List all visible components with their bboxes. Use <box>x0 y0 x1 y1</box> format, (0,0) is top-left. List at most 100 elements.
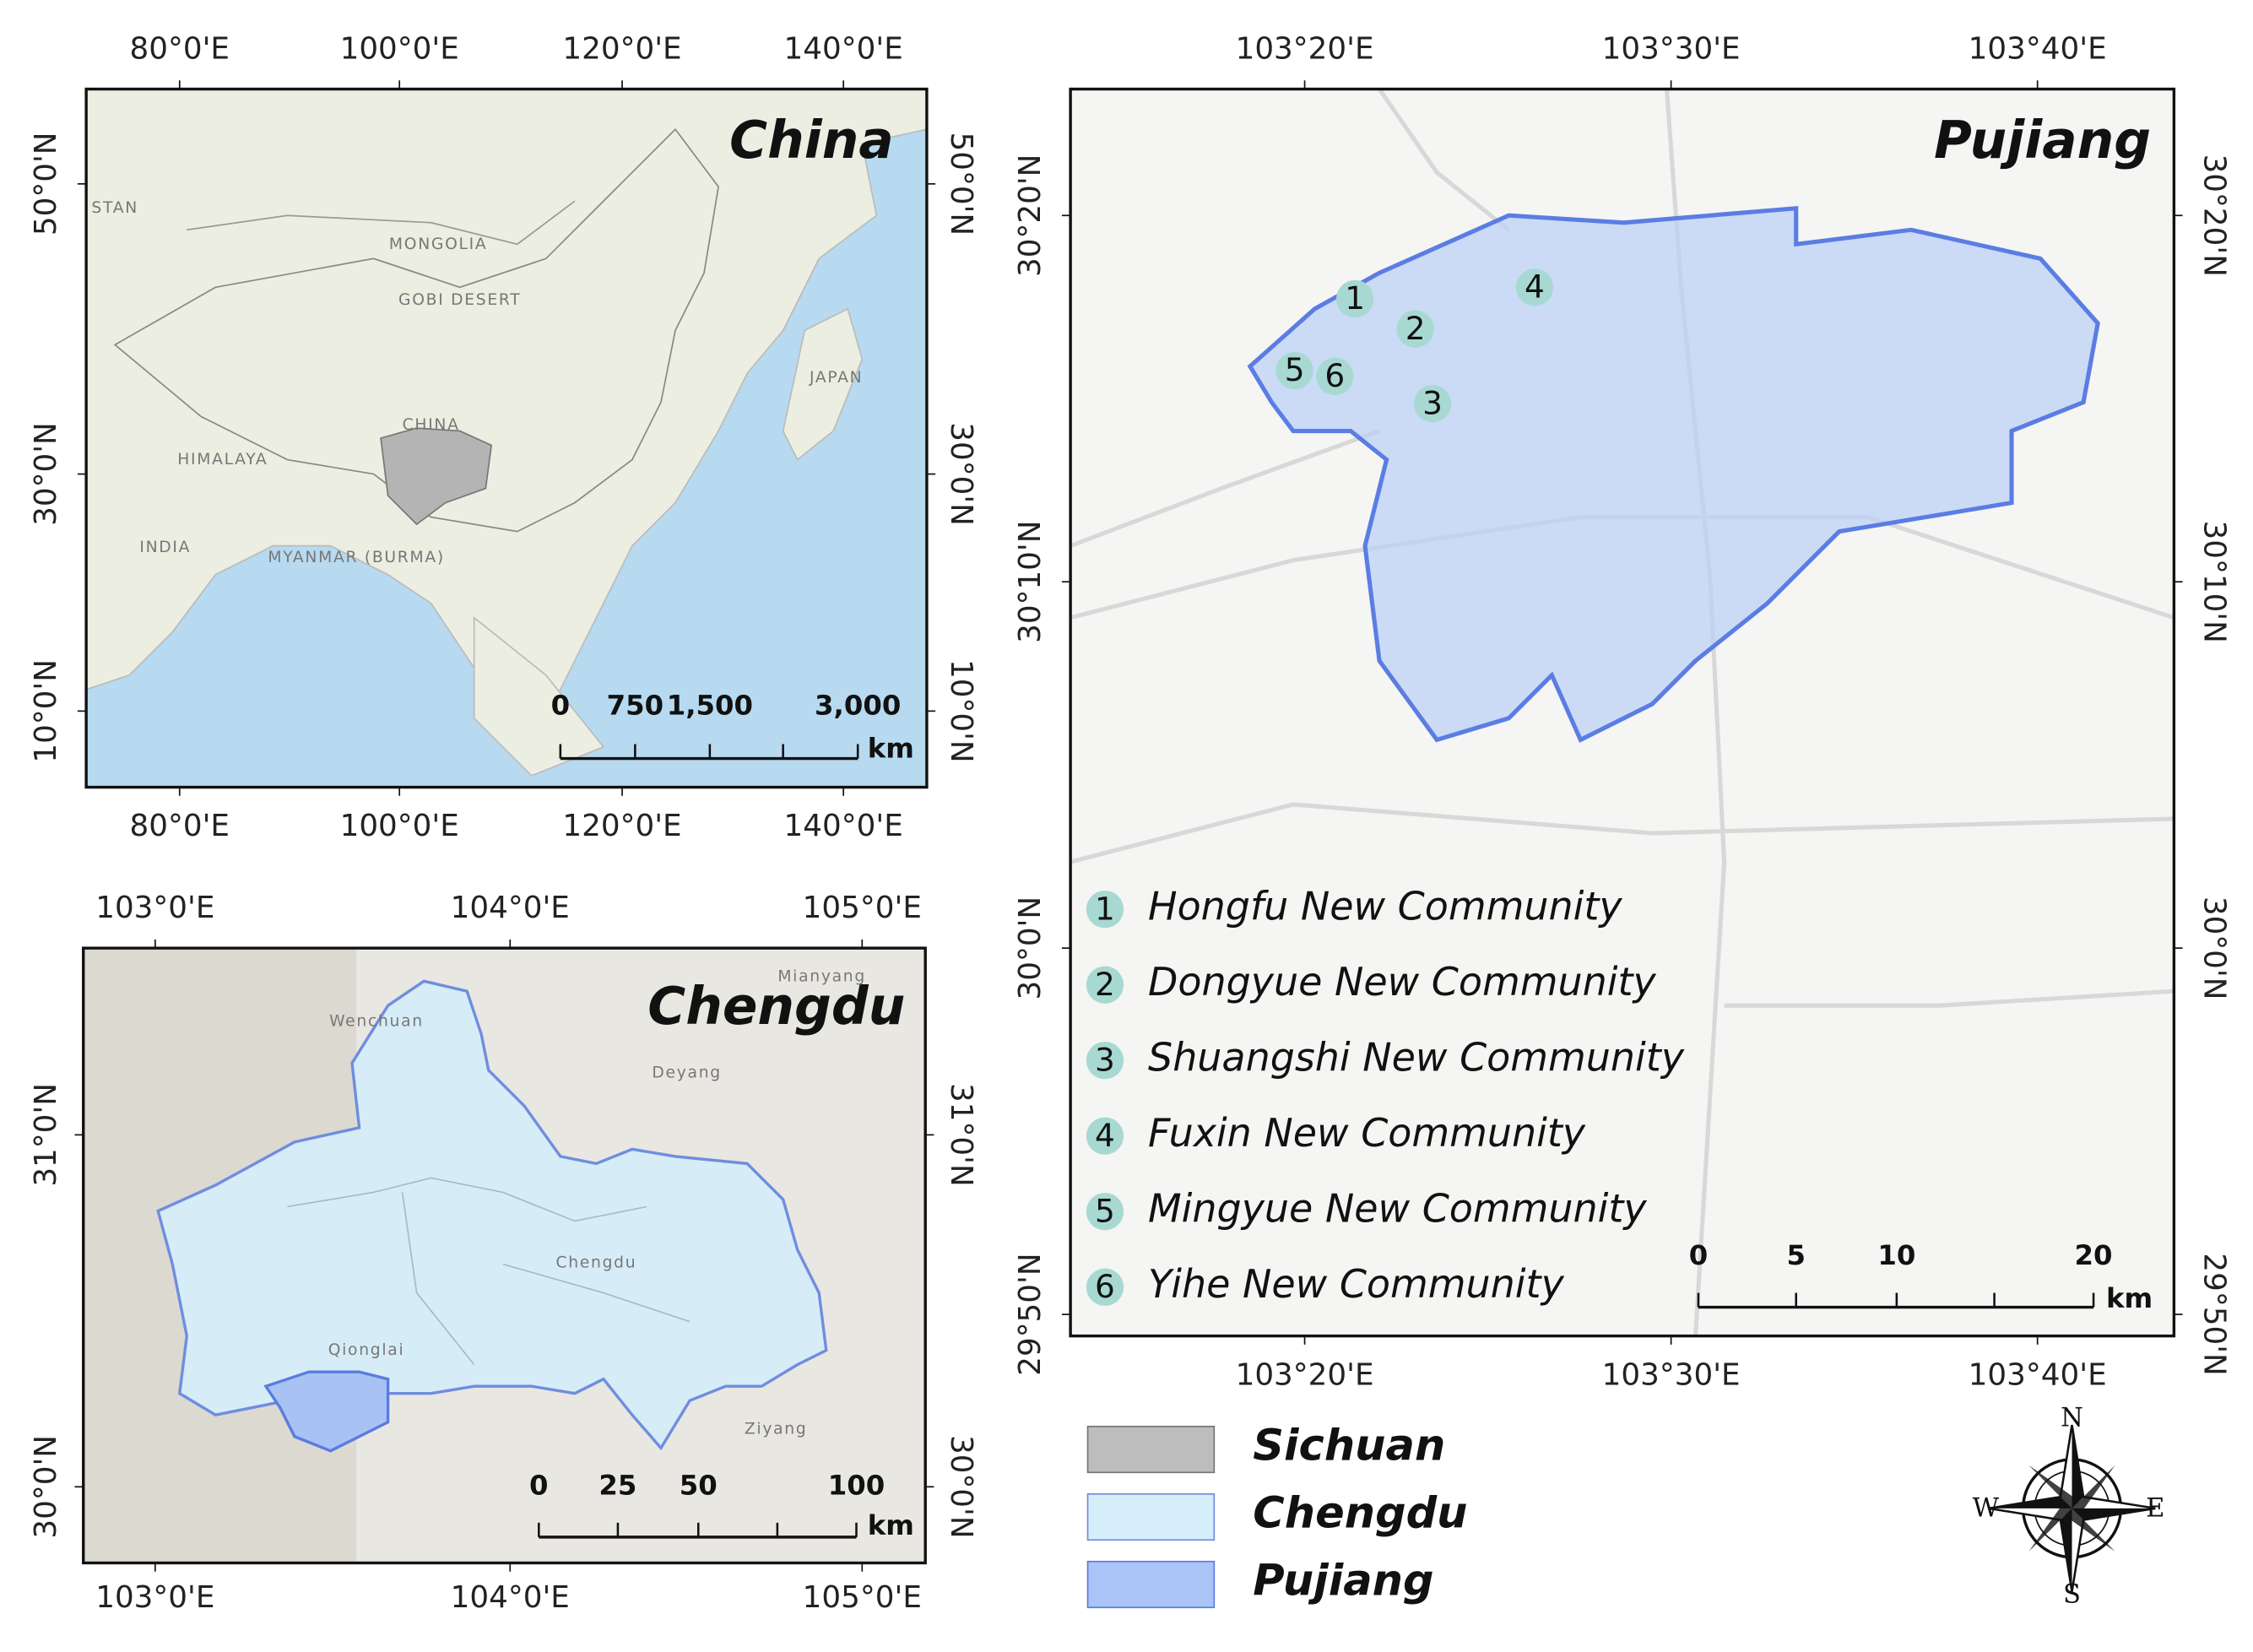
x-tick-label: 103°0'E <box>95 891 214 925</box>
y-tick-label: 10°0'N <box>29 659 63 763</box>
legend-swatch <box>1086 1560 1216 1609</box>
place-label: Wenchuan <box>329 1012 424 1030</box>
list-marker <box>1086 966 1124 1004</box>
y-tick-label: 50°0'N <box>944 133 978 236</box>
place-label: STAN <box>91 199 138 217</box>
x-tick-label: 104°0'E <box>451 891 570 925</box>
list-number: 1 <box>1095 890 1115 927</box>
community-number: 4 <box>1525 268 1545 306</box>
compass <box>1988 1424 2156 1592</box>
map-title: China <box>729 111 894 171</box>
map-title: Pujiang <box>1934 111 2151 171</box>
scale-label: 100 <box>828 1469 885 1501</box>
scale-label: 750 <box>607 689 663 721</box>
y-tick-label: 30°0'N <box>2196 896 2231 1000</box>
community-number: 5 <box>1285 351 1305 388</box>
x-tick-label: 103°40'E <box>1969 1357 2107 1392</box>
community-marker <box>1413 385 1452 423</box>
list-number: 5 <box>1095 1192 1115 1229</box>
place-label: GOBI DESERT <box>398 291 521 309</box>
place-label: INDIA <box>139 539 191 556</box>
x-tick-label: 103°20'E <box>1236 32 1374 67</box>
y-tick-label: 30°10'N <box>2196 521 2231 643</box>
place-label: MYANMAR (BURMA) <box>268 549 445 566</box>
x-tick-label: 80°0'E <box>130 809 230 843</box>
community-number: 1 <box>1345 279 1365 317</box>
list-marker <box>1086 891 1124 929</box>
y-tick-label: 30°0'N <box>29 422 63 526</box>
compass-label: W <box>1973 1494 2000 1524</box>
legend-swatch <box>1086 1425 1216 1474</box>
y-tick-label: 30°10'N <box>1013 521 1048 643</box>
compass-label: N <box>2061 1403 2083 1433</box>
x-tick-label: 103°30'E <box>1602 1357 1741 1392</box>
place-label: HIMALAYA <box>177 451 268 469</box>
map-title: Chengdu <box>647 977 905 1037</box>
list-marker <box>1086 1117 1124 1155</box>
x-tick-label: 100°0'E <box>340 809 459 843</box>
community-name: Fuxin New Community <box>1148 1110 1586 1156</box>
list-marker <box>1086 1268 1124 1306</box>
x-tick-label: 103°40'E <box>1969 32 2107 67</box>
place-label: CHINA <box>403 416 460 434</box>
list-number: 2 <box>1095 966 1115 1003</box>
legend-label: Sichuan <box>1253 1421 1445 1471</box>
community-marker <box>1275 351 1313 390</box>
chengdu-map <box>83 948 926 1563</box>
community-marker <box>1336 279 1374 318</box>
x-tick-label: 104°0'E <box>451 1580 570 1615</box>
y-tick-label: 30°0'N <box>1013 896 1048 1000</box>
y-tick-label: 30°0'N <box>29 1435 63 1539</box>
list-number: 4 <box>1095 1117 1115 1154</box>
y-tick-label: 31°0'N <box>29 1083 63 1187</box>
place-label: Ziyang <box>745 1421 808 1438</box>
y-tick-label: 30°0'N <box>944 1435 978 1539</box>
community-number: 3 <box>1422 384 1443 421</box>
community-name: Yihe New Community <box>1148 1261 1565 1307</box>
y-tick-label: 50°0'N <box>29 133 63 236</box>
x-tick-label: 100°0'E <box>340 32 459 67</box>
community-number: 6 <box>1324 357 1345 394</box>
place-label: JAPAN <box>809 369 863 387</box>
place-label: Chengdu <box>555 1254 636 1271</box>
community-name: Mingyue New Community <box>1148 1186 1647 1232</box>
scale-label: 0 <box>1689 1239 1709 1271</box>
community-name: Dongyue New Community <box>1148 959 1656 1005</box>
pujiang-map <box>1070 89 2174 1336</box>
x-tick-label: 103°30'E <box>1602 32 1741 67</box>
list-marker <box>1086 1042 1124 1080</box>
x-tick-label: 103°0'E <box>95 1580 214 1615</box>
x-tick-label: 80°0'E <box>130 32 230 67</box>
legend-label: Chengdu <box>1253 1488 1467 1538</box>
scale-label: 10 <box>1877 1239 1915 1271</box>
legend-swatch <box>1086 1492 1216 1541</box>
scale-label: 1,500 <box>667 689 753 721</box>
y-tick-label: 31°0'N <box>944 1083 978 1187</box>
scale-unit: km <box>868 1509 914 1541</box>
compass-label: E <box>2146 1494 2164 1524</box>
scale-unit: km <box>868 732 914 764</box>
place-label: Deyang <box>652 1064 721 1082</box>
community-name: Hongfu New Community <box>1148 884 1622 929</box>
y-tick-label: 10°0'N <box>944 659 978 763</box>
legend-label: Pujiang <box>1253 1556 1433 1606</box>
y-tick-label: 29°50'N <box>2196 1253 2231 1375</box>
x-tick-label: 105°0'E <box>803 1580 922 1615</box>
community-marker <box>1316 357 1354 395</box>
scale-label: 50 <box>680 1469 718 1501</box>
scale-label: 0 <box>551 689 571 721</box>
place-label: Qionglai <box>328 1341 405 1359</box>
list-marker <box>1086 1193 1124 1231</box>
y-tick-label: 30°20'N <box>1013 154 1048 277</box>
x-tick-label: 103°20'E <box>1236 1357 1374 1392</box>
scale-label: 3,000 <box>815 689 901 721</box>
x-tick-label: 105°0'E <box>803 891 922 925</box>
x-tick-label: 140°0'E <box>784 809 903 843</box>
community-number: 2 <box>1405 310 1426 347</box>
y-tick-label: 29°50'N <box>1013 1253 1048 1375</box>
community-name: Shuangshi New Community <box>1148 1035 1685 1081</box>
place-label: MONGOLIA <box>389 236 488 253</box>
y-tick-label: 30°0'N <box>944 422 978 526</box>
list-number: 6 <box>1095 1268 1115 1305</box>
